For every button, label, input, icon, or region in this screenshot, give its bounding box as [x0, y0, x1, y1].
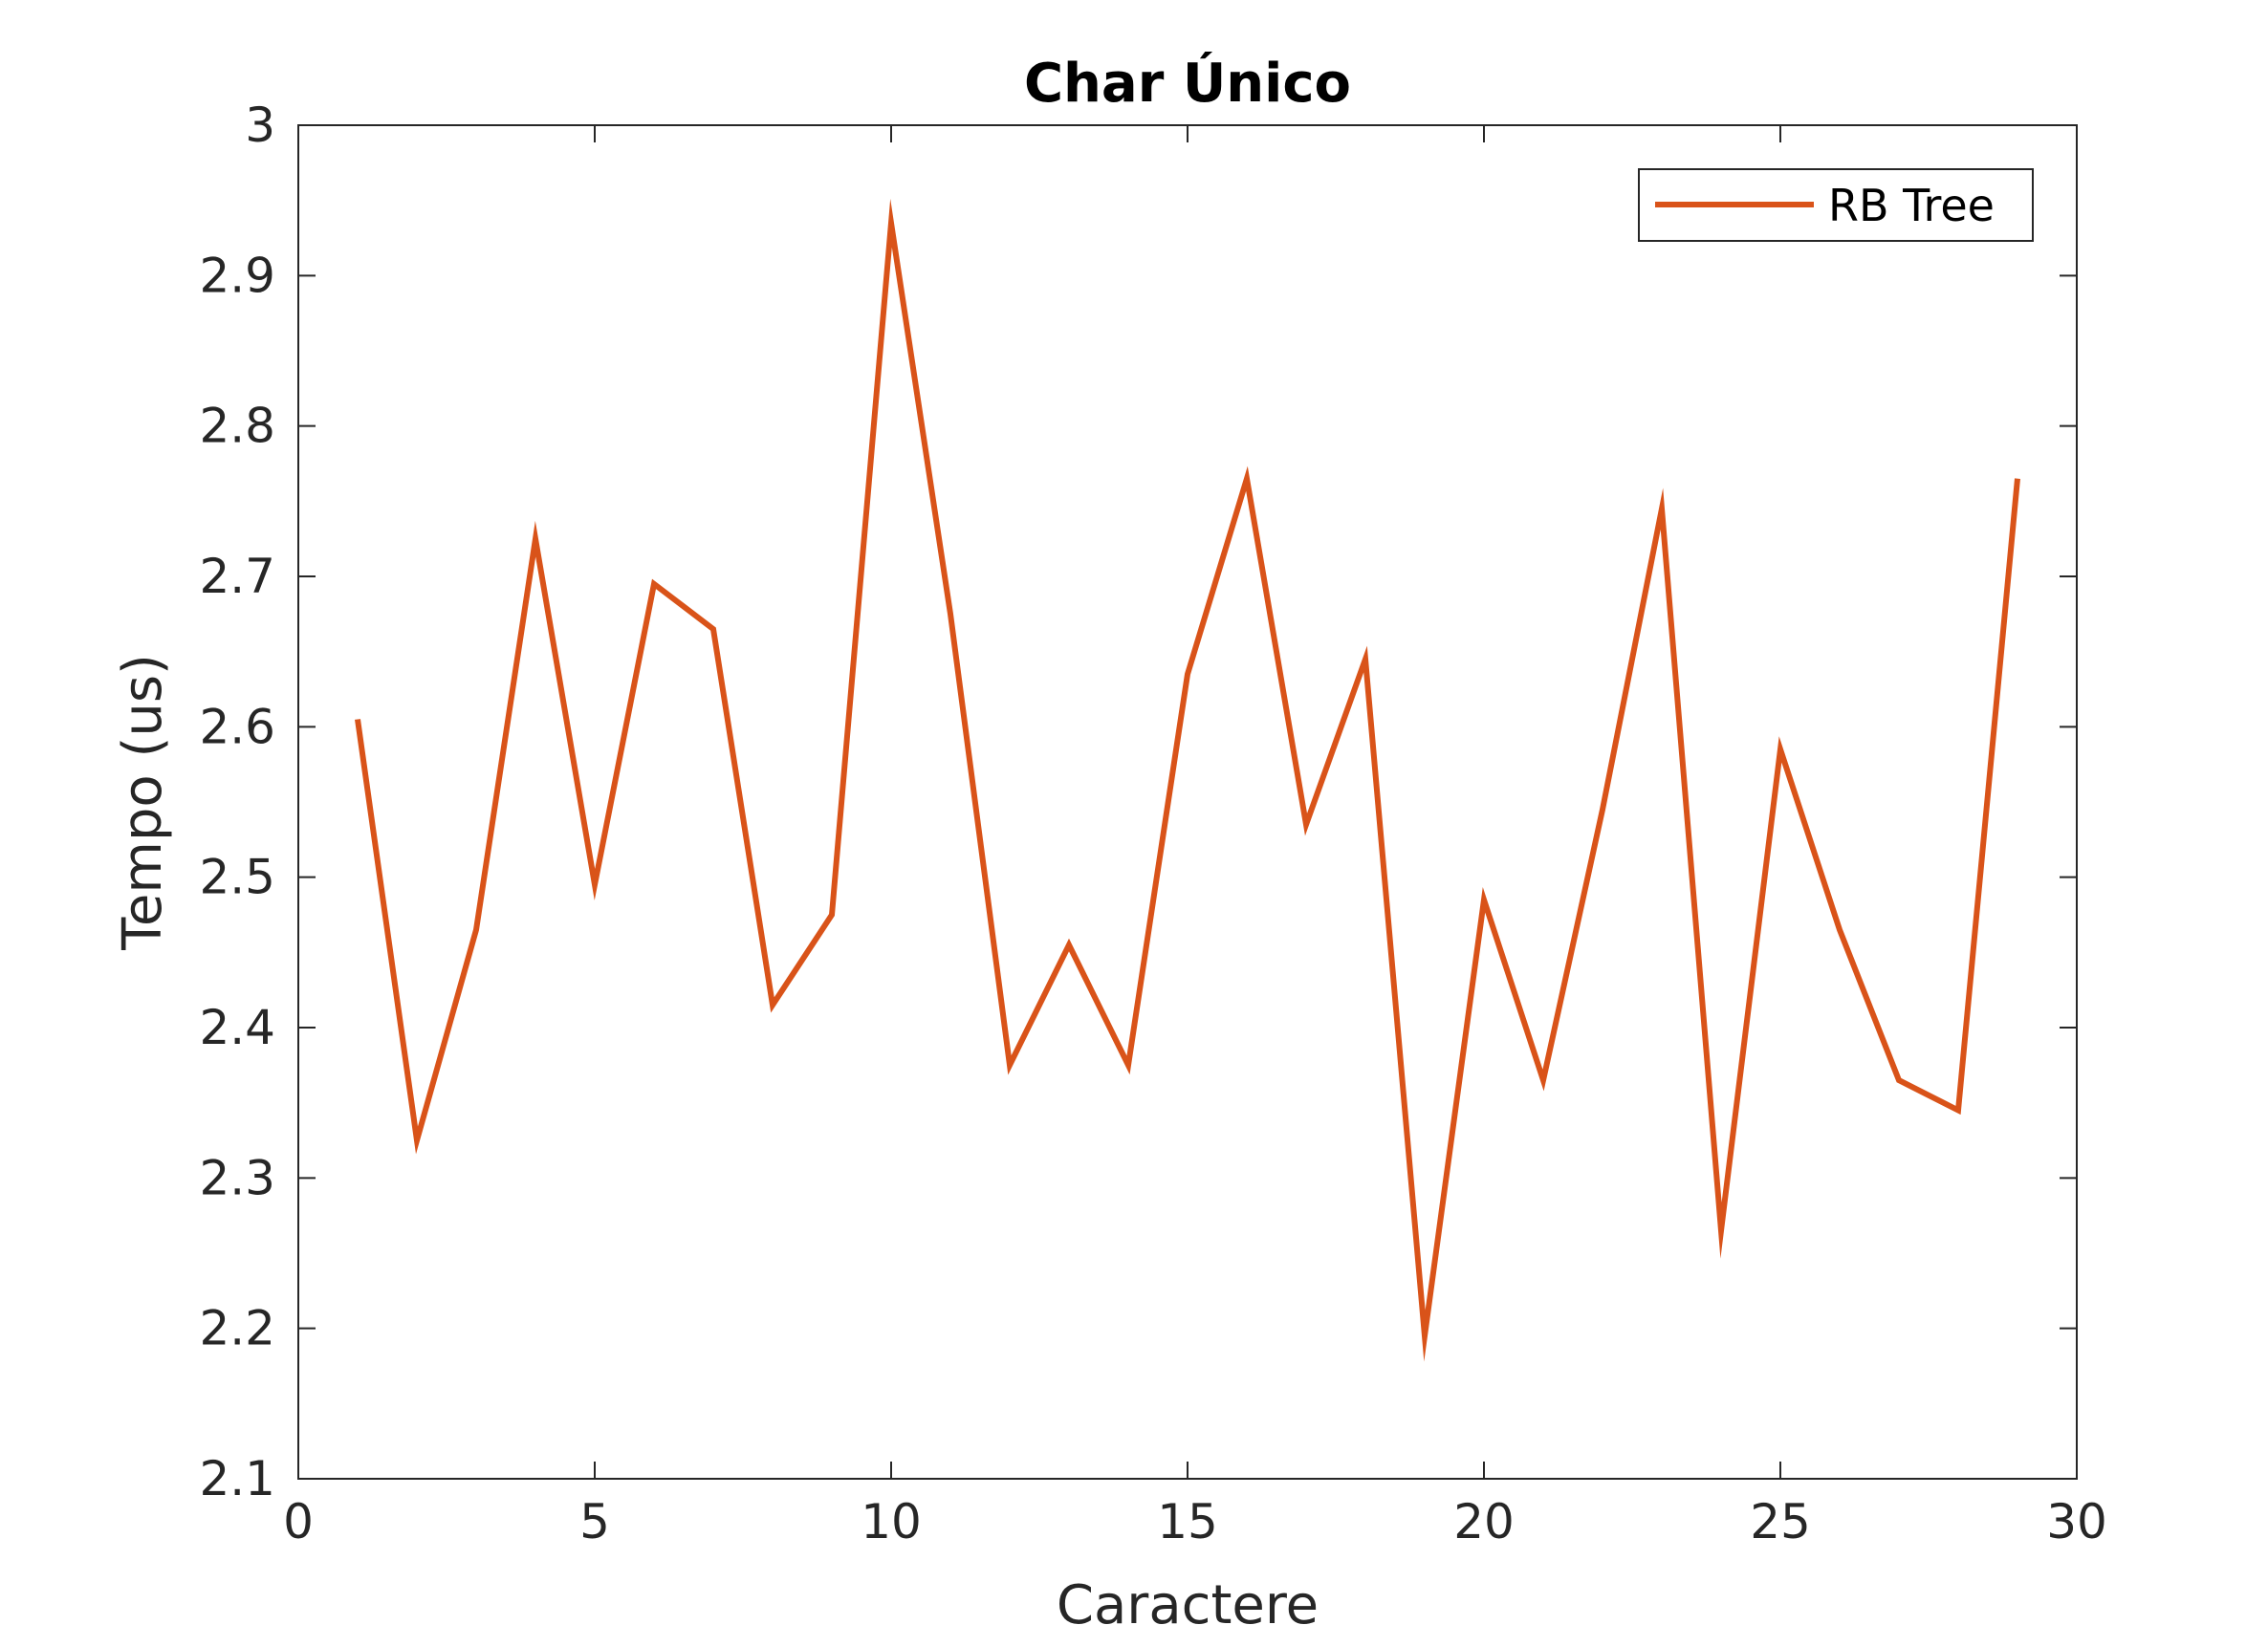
- data-point: [1718, 1227, 1724, 1233]
- data-point: [770, 1002, 775, 1008]
- data-point: [1185, 671, 1190, 677]
- plot-area: [298, 125, 2077, 1479]
- data-point: [1007, 1062, 1013, 1068]
- y-tick-label: 2.6: [199, 699, 275, 754]
- data-point: [1363, 657, 1368, 662]
- data-point: [1659, 506, 1665, 511]
- x-tick-labels: 0 5 10 15 20 25 30: [283, 1494, 2107, 1549]
- legend-label-rb-tree: RB Tree: [1828, 180, 1995, 231]
- y-tick-label: 2.8: [199, 399, 275, 454]
- data-point: [1896, 1077, 1902, 1083]
- y-tick-labels: 2.1 2.2 2.3 2.4 2.5 2.6 2.7 2.8 2.9 3: [199, 98, 275, 1506]
- data-point: [533, 536, 538, 542]
- legend[interactable]: RB Tree: [1638, 168, 2034, 242]
- y-axis-label: Tempo (us): [112, 654, 174, 951]
- data-point: [888, 220, 894, 226]
- y-tick-label: 2.7: [199, 549, 275, 604]
- data-point: [651, 581, 657, 587]
- data-point: [592, 882, 598, 888]
- chart-title: Char Único: [1024, 53, 1351, 115]
- x-tick-label: 0: [283, 1494, 314, 1549]
- data-point: [1066, 942, 1072, 947]
- data-point: [1540, 1077, 1546, 1083]
- data-point: [1481, 897, 1487, 902]
- x-tick-label: 20: [1453, 1494, 1515, 1549]
- plot-frame: [297, 124, 2078, 1480]
- data-point: [1837, 927, 1843, 933]
- x-tick-label: 15: [1157, 1494, 1218, 1549]
- series-layer: [355, 198, 2020, 1362]
- x-tick-label: 5: [579, 1494, 610, 1549]
- y-tick-label: 2.5: [199, 850, 275, 905]
- data-point: [1303, 822, 1309, 828]
- data-point: [710, 626, 716, 632]
- x-axis-label: Caractere: [1057, 1574, 1319, 1636]
- data-point: [1777, 747, 1783, 752]
- x-tick-label: 10: [861, 1494, 922, 1549]
- data-point: [1422, 1333, 1428, 1339]
- y-tick-label: 2.9: [199, 248, 275, 303]
- data-point: [473, 927, 479, 933]
- y-tick-label: 2.2: [199, 1301, 275, 1356]
- y-tick-label: 2.1: [199, 1451, 275, 1506]
- data-point: [414, 1138, 420, 1143]
- y-tick-label: 2.3: [199, 1150, 275, 1205]
- data-point: [1955, 1108, 1961, 1114]
- y-tick-label: 2.4: [199, 1000, 275, 1055]
- data-point: [355, 716, 360, 722]
- x-tick-label: 30: [2046, 1494, 2107, 1549]
- data-point: [1600, 807, 1605, 813]
- series-line-rb-tree: [355, 198, 2020, 1362]
- data-point: [948, 611, 953, 617]
- x-tick-label: 25: [1750, 1494, 1811, 1549]
- data-point: [2015, 476, 2020, 482]
- y-tick-label: 3: [245, 98, 275, 153]
- data-point: [1244, 476, 1250, 482]
- data-point: [829, 912, 835, 918]
- data-point: [1125, 1062, 1131, 1068]
